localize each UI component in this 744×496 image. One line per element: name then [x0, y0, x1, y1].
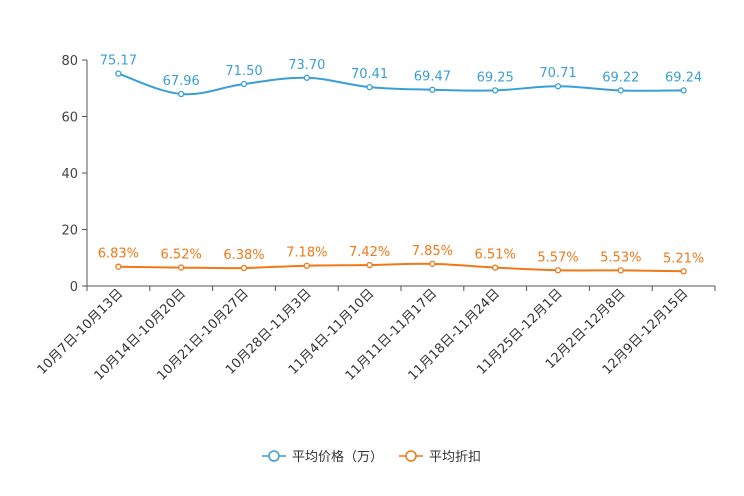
- data-point[interactable]: [429, 260, 436, 267]
- legend-item-0[interactable]: 平均价格（万）: [262, 449, 383, 465]
- y-tick-label: 60: [61, 111, 78, 126]
- axes: 02040608010月7日-10月13日10月14日-10月20日10月21日…: [35, 54, 716, 384]
- data-point[interactable]: [680, 268, 687, 275]
- y-tick-label: 20: [61, 224, 78, 239]
- data-point[interactable]: [115, 70, 122, 77]
- legend-label: 平均折扣: [429, 450, 481, 465]
- data-label: 69.22: [602, 70, 639, 85]
- y-tick-label: 80: [61, 54, 78, 69]
- data-label: 7.85%: [412, 244, 453, 259]
- y-tick-label: 0: [70, 280, 78, 295]
- data-label: 69.24: [665, 70, 702, 85]
- series-group: 75.17 67.96 71.50 73.70 70.41 69.47 69.25 70.71…: [98, 54, 704, 275]
- data-point[interactable]: [554, 83, 562, 90]
- data-label: 69.47: [414, 70, 451, 85]
- series-line: [118, 262, 684, 273]
- data-point[interactable]: [492, 87, 499, 94]
- legend-label: 平均价格（万）: [292, 449, 383, 465]
- data-point[interactable]: [178, 264, 185, 271]
- data-point[interactable]: [617, 267, 624, 274]
- legend[interactable]: 平均价格（万） 平均折扣: [262, 449, 481, 465]
- data-label: 70.41: [351, 67, 388, 82]
- data-label: 69.25: [477, 70, 514, 85]
- data-label: 6.83%: [98, 247, 139, 262]
- data-label: 73.70: [288, 58, 325, 73]
- data-point[interactable]: [429, 86, 436, 93]
- data-point[interactable]: [366, 261, 373, 269]
- data-label: 7.18%: [286, 246, 327, 261]
- legend-marker: [405, 450, 417, 462]
- data-point[interactable]: [366, 83, 373, 91]
- data-point[interactable]: [240, 80, 248, 88]
- data-label: 67.96: [163, 74, 200, 89]
- data-label: 6.38%: [223, 248, 264, 263]
- data-point[interactable]: [617, 87, 624, 94]
- data-label: 5.53%: [600, 250, 641, 265]
- data-label: 6.51%: [475, 248, 516, 263]
- data-point[interactable]: [115, 263, 122, 270]
- data-label: 6.52%: [161, 248, 202, 263]
- series-1: 6.83% 6.52% 6.38% 7.18% 7.42% 7.85% 6.51% 5.57%…: [98, 244, 704, 275]
- data-point[interactable]: [303, 74, 310, 81]
- data-label: 5.57%: [537, 250, 578, 265]
- data-point[interactable]: [680, 87, 687, 94]
- data-point[interactable]: [240, 264, 248, 272]
- data-label: 5.21%: [663, 251, 704, 266]
- series-0: 75.17 67.96 71.50 73.70 70.41 69.47 69.25 70.71…: [100, 54, 702, 98]
- legend-marker: [268, 450, 280, 462]
- data-point[interactable]: [492, 264, 499, 271]
- data-point[interactable]: [303, 262, 310, 269]
- data-label: 7.42%: [349, 245, 390, 260]
- data-label: 70.71: [539, 66, 576, 81]
- data-label: 75.17: [100, 54, 137, 69]
- data-label: 71.50: [225, 64, 262, 79]
- series-line: [118, 72, 684, 96]
- y-tick-label: 40: [61, 167, 78, 182]
- legend-item-1[interactable]: 平均折扣: [399, 450, 481, 465]
- data-point[interactable]: [554, 267, 562, 274]
- data-point[interactable]: [178, 90, 185, 98]
